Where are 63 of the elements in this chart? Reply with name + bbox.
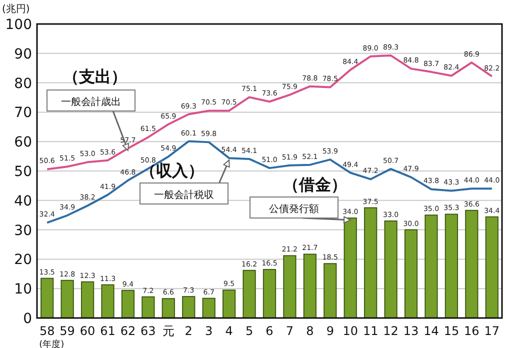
bar (324, 263, 337, 318)
x-tick-label: 8 (306, 324, 314, 338)
y-tick-label: 60 (14, 134, 32, 151)
x-tick-label: 60 (80, 324, 96, 338)
y-tick-label: 90 (14, 46, 32, 62)
bar (222, 290, 236, 318)
x-tick-label: 6 (266, 324, 274, 338)
x-tick-label: 13 (403, 324, 419, 338)
x-tick-label: 15 (444, 324, 460, 338)
x-axis-title: (年度) (39, 339, 64, 348)
y-tick-label: 100 (5, 17, 32, 33)
bar (182, 296, 196, 318)
y-tick-label: 0 (23, 311, 32, 327)
bar (444, 214, 458, 318)
bar (384, 220, 398, 318)
x-tick-label: 3 (205, 324, 213, 338)
bar (485, 216, 498, 318)
annotation: 一般会計歳出 (61, 96, 121, 108)
y-tick-label: 40 (14, 193, 32, 210)
x-tick-label: 58 (39, 324, 55, 338)
bar (262, 268, 276, 318)
y-tick-label: 30 (14, 222, 32, 239)
bar (60, 280, 74, 318)
bar (101, 284, 114, 318)
x-tick-label: 14 (424, 324, 439, 338)
x-tick-label: 10 (342, 324, 358, 338)
bar (303, 254, 316, 318)
x-tick-label: 5 (245, 324, 254, 338)
bar (364, 207, 378, 318)
annotation: 一般会計税収 (154, 189, 214, 201)
x-tick-label: 11 (362, 324, 378, 338)
bar (40, 278, 54, 318)
annotation: （借金） (283, 175, 347, 194)
bar (424, 214, 438, 318)
bar (465, 210, 478, 318)
bar (142, 296, 155, 318)
y-tick-label: 20 (14, 252, 32, 268)
bar (283, 255, 296, 318)
annotation: 公債発行額 (269, 203, 319, 215)
x-tick-label: 63 (140, 324, 156, 338)
annotation: （支出） (63, 67, 127, 86)
x-tick-label: 17 (484, 324, 500, 338)
x-tick-label: 59 (60, 324, 75, 338)
y-tick-label: 80 (14, 76, 32, 92)
x-tick-label: 16 (464, 324, 480, 338)
x-tick-label: 61 (100, 324, 116, 338)
y-axis-title: (兆円) (2, 3, 30, 15)
bar (202, 298, 216, 318)
x-tick-label: 7 (286, 324, 294, 338)
x-tick-label: 元 (162, 324, 174, 338)
y-tick-label: 10 (14, 282, 32, 298)
x-tick-label: 4 (225, 324, 233, 338)
bar (242, 270, 256, 318)
x-tick-label: 2 (184, 324, 192, 338)
x-tick-label: 12 (383, 324, 398, 338)
y-tick-label: 50 (14, 164, 32, 180)
bar (80, 281, 94, 318)
x-tick-label: 62 (120, 324, 136, 338)
x-tick-label: 9 (326, 324, 334, 338)
y-tick-label: 70 (14, 105, 32, 122)
bar (162, 298, 175, 318)
bar (404, 229, 418, 318)
bar (121, 290, 135, 318)
